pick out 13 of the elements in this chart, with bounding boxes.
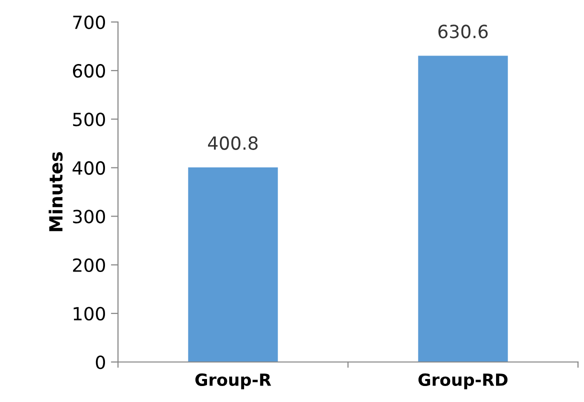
x-tick-label: Group-RD (418, 373, 508, 390)
data-label: 400.8 (208, 136, 258, 150)
y-tick-label: 700 (73, 15, 105, 30)
y-tick-label: 0 (96, 355, 105, 370)
y-tick-label: 200 (73, 258, 105, 272)
y-tick-label: 400 (72, 161, 105, 175)
y-tick-label: 500 (73, 112, 105, 126)
y-tick-label: 100 (74, 306, 105, 321)
y-tick-label: 600 (72, 64, 105, 78)
y-axis-title: Minutes (48, 152, 63, 232)
x-tick-label: Group-R (195, 373, 272, 390)
data-label: 630.6 (438, 24, 488, 38)
y-tick-label: 300 (73, 210, 105, 224)
